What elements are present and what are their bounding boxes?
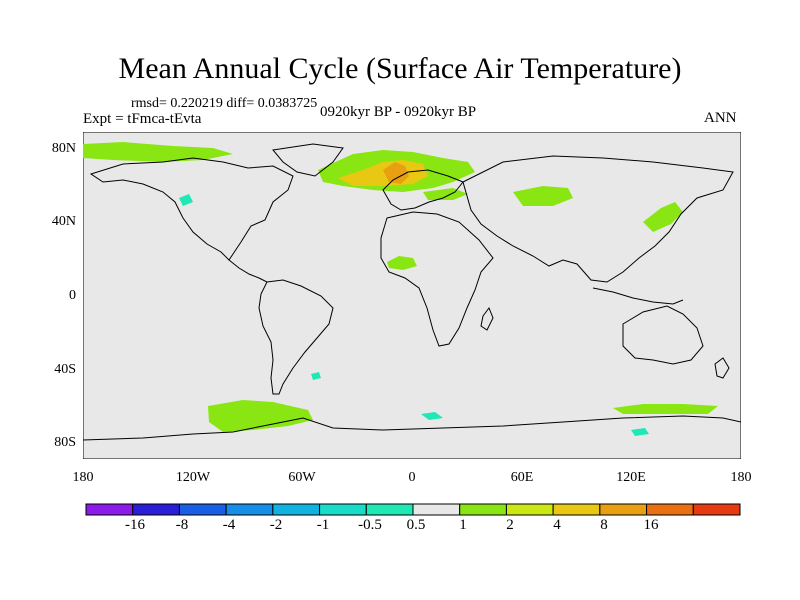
coast-europe [382,169,464,211]
colorbar-box [692,503,741,516]
colorbar-label: 0.5 [406,517,426,533]
coast-australia [622,305,704,365]
x-tick-label: 60W [288,470,316,485]
colorbar-label: 1 [459,517,467,533]
colorbar-label: 4 [553,517,561,533]
x-tick-label: 120E [616,470,646,485]
coast-north-america [89,157,294,261]
chart-title: Mean Annual Cycle (Surface Air Temperatu… [118,52,682,85]
colorbar-label: -2 [269,517,283,533]
coast-indonesia [592,287,684,305]
colorbar-box [552,503,601,516]
colorbar-box [132,503,180,516]
region-cool-3 [179,194,193,206]
region-central-siberia [513,186,573,206]
season-label: ANN [704,110,737,126]
colorbar-label: 8 [600,517,608,533]
coast-madagascar [480,306,494,331]
colorbar-label: -4 [222,517,236,533]
x-tick-label: 180 [730,470,752,485]
experiment-label: Expt = tFmca-tEvta [83,111,202,127]
colorbar [85,503,741,516]
colorbar-box [225,503,274,516]
colorbar-box [412,503,461,516]
colorbar-box [459,503,507,516]
coast-asia [462,155,734,283]
colorbar-label: -1 [316,517,330,533]
colorbar-box [178,503,227,516]
coastlines [83,143,741,441]
region-norway-core [383,162,409,184]
coast-greenland [272,143,344,177]
colorbar-boxes [85,503,741,516]
y-tick-label: 40S [54,362,76,377]
x-tick-label: 180 [72,470,94,485]
region-cool-4 [311,372,321,380]
coast-new-zealand [714,357,730,379]
world-map [83,132,741,459]
anomaly-regions [83,142,718,436]
region-arctic-canada [83,142,233,162]
y-tick-label: 80S [54,435,76,450]
colorbar-box [272,503,321,516]
colorbar-box [646,503,694,516]
colorbar-box [319,503,367,516]
colorbar-label: -0.5 [358,517,382,533]
coast-south-america [258,279,334,395]
region-antarctica-east [613,404,718,414]
region-cool-1 [421,412,443,420]
x-tick-label: 0 [408,470,416,485]
region-japan [643,202,683,232]
colorbar-label: 2 [506,517,514,533]
coast-central-america [228,259,268,283]
region-cool-2 [631,428,649,436]
coast-africa [380,211,494,347]
y-tick-label: 80N [51,141,76,156]
colorbar-box [599,503,648,516]
y-tick-label: 0 [69,288,76,303]
period-label: 0920kyr BP - 0920kyr BP [320,104,477,120]
colorbar-label: 16 [643,517,659,533]
stats-line: rmsd= 0.220219 diff= 0.0383725 [131,96,318,111]
colorbar-box [85,503,134,516]
colorbar-box [505,503,554,516]
colorbar-box [365,503,414,516]
coast-antarctica [83,415,741,441]
x-tick-label: 60E [510,470,534,485]
y-tick-label: 40N [51,214,76,229]
colorbar-label: -8 [175,517,189,533]
region-antarctica-west [208,400,313,432]
colorbar-label: -16 [125,517,145,533]
region-northern-europe [423,188,468,200]
region-sahel [387,256,417,270]
x-tick-label: 120W [175,470,211,485]
